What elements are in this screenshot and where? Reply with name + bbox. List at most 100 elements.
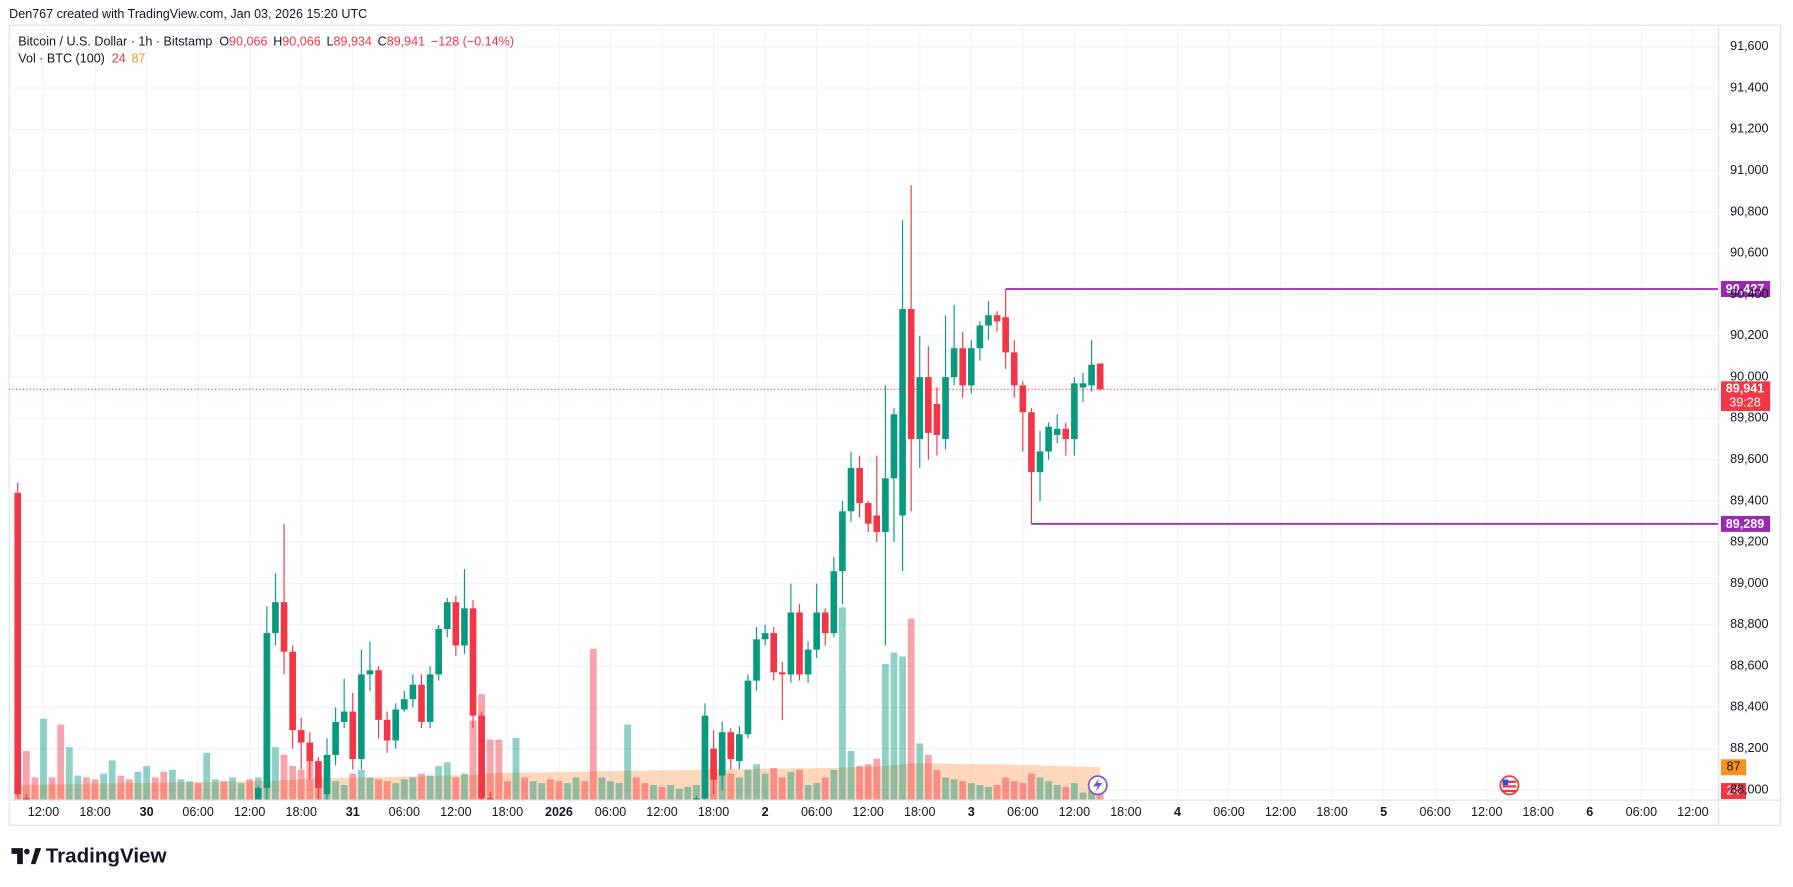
price-label: 89,289	[1726, 517, 1764, 531]
candle-body	[452, 602, 460, 646]
candle-body	[993, 315, 1001, 322]
candle-body	[959, 348, 967, 386]
x-tick-label: 06:00	[182, 805, 213, 819]
volume-bar	[761, 773, 769, 801]
volume-bar	[538, 783, 546, 801]
volume-bar	[65, 747, 73, 801]
volume-ma-area	[17, 763, 1101, 801]
volume-bar	[100, 773, 108, 801]
x-tick-label: 3	[968, 805, 975, 819]
event-icon	[1087, 775, 1108, 796]
volume-bar	[57, 724, 65, 801]
candle-body	[1079, 383, 1087, 388]
volume-bar	[744, 769, 752, 801]
candle-body	[306, 742, 314, 762]
candle-body	[23, 798, 30, 801]
volume-value: 24	[112, 52, 126, 66]
volume-bar	[675, 788, 683, 801]
volume-bar	[976, 785, 984, 801]
ohlc-value: 89,941	[387, 35, 425, 49]
ohlc-value: 89,934	[333, 35, 371, 49]
candle-body	[435, 628, 442, 675]
volume-bar	[993, 785, 1001, 801]
candle-body	[1036, 451, 1044, 473]
volume-bar	[899, 656, 906, 801]
candle-body	[340, 711, 348, 722]
ohlc-key: C	[378, 35, 387, 49]
volume-bar	[117, 775, 125, 801]
x-tick-label: 06:00	[389, 805, 420, 819]
volume-bar	[237, 783, 245, 801]
volume-bar	[796, 769, 803, 801]
candle-body	[950, 348, 958, 378]
x-tick-label: 06:00	[801, 805, 832, 819]
x-tick-label: 6	[1586, 805, 1593, 819]
y-tick-label: 88,000	[1730, 782, 1768, 796]
volume-bar	[529, 781, 537, 801]
volume-bar	[143, 766, 151, 801]
x-tick-label: 12:00	[440, 805, 471, 819]
volume-bar	[512, 737, 520, 801]
volume-bar	[1027, 773, 1035, 801]
volume-bar	[469, 720, 477, 801]
candle-body	[418, 684, 425, 722]
x-tick-label: 06:00	[1626, 805, 1657, 819]
x-tick-label: 12:00	[852, 805, 883, 819]
volume-bar	[74, 775, 82, 801]
volume-bar	[589, 648, 597, 801]
volume-bar	[933, 769, 941, 801]
volume-bar	[418, 773, 425, 801]
candle-body	[899, 309, 906, 516]
volume-bar	[220, 781, 228, 801]
candle-body	[736, 734, 743, 762]
volume-bar	[125, 779, 133, 801]
candle-body	[297, 730, 305, 743]
candle-body	[400, 699, 408, 710]
volume-bar	[1096, 791, 1104, 801]
candle-body	[925, 377, 932, 433]
candle-body	[1010, 352, 1018, 386]
candle-body	[332, 721, 339, 755]
volume-bar	[692, 785, 700, 801]
x-tick-label: 4	[1174, 805, 1181, 819]
volume-bar	[1079, 792, 1087, 801]
volume-bar	[383, 781, 391, 801]
volume-bar	[521, 777, 529, 801]
volume-bar	[1070, 783, 1078, 801]
volume-bar	[1053, 785, 1061, 801]
candle-body	[727, 732, 735, 760]
candle-body	[787, 612, 795, 675]
volume-label: 24	[1727, 783, 1741, 797]
x-tick-label: 06:00	[1213, 805, 1244, 819]
candles	[14, 185, 1104, 801]
volume-bar	[813, 783, 821, 801]
candle-body	[383, 719, 391, 741]
volume-bar	[246, 779, 254, 801]
logo-text: TradingView	[46, 845, 168, 868]
volume-bar	[409, 777, 417, 801]
x-tick-label: 2026	[545, 805, 573, 819]
symbol-name: Bitcoin / U.S. Dollar · 1h · Bitstamp	[18, 35, 212, 49]
volume-bar	[890, 652, 898, 801]
candle-body	[813, 612, 820, 650]
economic-event-icon	[1499, 775, 1520, 796]
candle-body	[847, 467, 855, 512]
volume-bar	[564, 783, 571, 801]
volume-bar	[555, 781, 563, 801]
candle-body	[942, 377, 949, 440]
volume-bar	[280, 754, 288, 801]
candle-body	[392, 709, 400, 741]
volume-bar	[229, 777, 236, 801]
candle-body	[1062, 428, 1070, 440]
volume-bar	[203, 752, 211, 801]
ohlc-value: 90,066	[229, 35, 267, 49]
volume-bar	[443, 762, 451, 801]
volume-bar	[624, 724, 632, 801]
candle-body	[375, 670, 382, 720]
volume-bar	[1002, 777, 1010, 801]
volume-bar	[856, 766, 864, 801]
candle-body	[366, 670, 374, 675]
y-tick-label: 90,400	[1730, 287, 1768, 301]
x-tick-label: 18:00	[904, 805, 935, 819]
volume-bar	[272, 747, 279, 801]
